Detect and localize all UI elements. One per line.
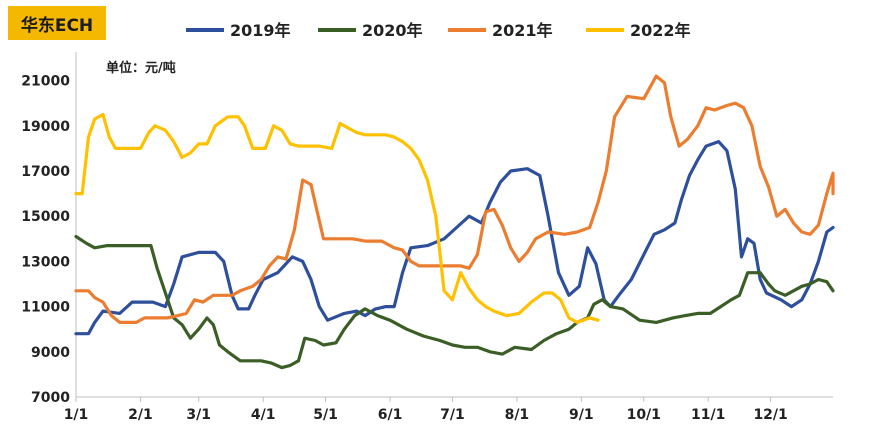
legend-label-2: 2020年: [362, 21, 423, 40]
x-tick-label: 12/1: [753, 407, 787, 423]
x-tick-label: 4/1: [251, 407, 276, 423]
legend: 2019年 2020年 2021年 2022年: [186, 21, 691, 40]
unit-label: 单位：元/吨: [106, 60, 176, 76]
x-tick-label: 9/1: [569, 407, 594, 423]
legend-label-3: 2021年: [492, 21, 553, 40]
x-tick-label: 1/1: [64, 407, 89, 423]
x-tick-label: 5/1: [313, 407, 338, 423]
x-tick-label: 11/1: [691, 407, 725, 423]
x-tick-label: 3/1: [186, 407, 211, 423]
series-line-3: [74, 74, 835, 324]
x-tick-label: 6/1: [378, 407, 403, 423]
x-tick-labels: 1/1 2/1 3/1 4/1 5/1 6/1 7/1 8/1 9/1 10/1 11/1 12/1: [64, 407, 788, 423]
x-tick-label: 7/1: [440, 407, 465, 423]
y-tick-label: 17000: [21, 164, 70, 180]
x-tick-label: 8/1: [505, 407, 530, 423]
y-tick-label: 21000: [21, 74, 70, 90]
y-tick-label: 19000: [21, 119, 70, 135]
y-tick-labels: 7000 9000 11000 13000 15000 17000 19000 21000: [21, 74, 70, 406]
series-line-1: [74, 140, 835, 336]
y-tick-label: 11000: [21, 300, 70, 316]
y-tick-label: 15000: [21, 209, 70, 225]
y-tick-label: 9000: [31, 345, 70, 361]
chart-title: 华东ECH: [8, 6, 106, 40]
series-lines: [74, 74, 835, 370]
legend-label-1: 2019年: [230, 21, 291, 40]
axes: [75, 52, 833, 402]
series-line-2: [74, 234, 835, 370]
series-line-4: [74, 112, 600, 324]
x-tick-label: 10/1: [627, 407, 661, 423]
y-tick-label: 13000: [21, 254, 70, 270]
y-tick-label: 7000: [31, 390, 70, 406]
x-tick-label: 2/1: [128, 407, 153, 423]
legend-label-4: 2022年: [630, 21, 691, 40]
